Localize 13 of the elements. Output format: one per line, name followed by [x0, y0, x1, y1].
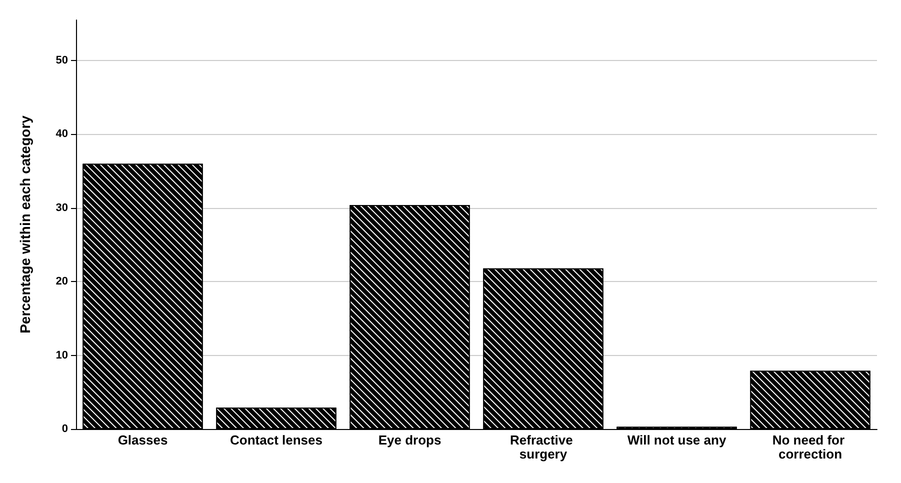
y-axis-title: Percentage within each category — [17, 115, 33, 334]
y-tick-label: 0 — [62, 423, 68, 435]
y-tick-label: 10 — [56, 349, 68, 362]
x-tick-label: Glasses — [118, 432, 168, 448]
x-tick-label: No need for correction — [772, 432, 848, 462]
x-tick-label: Refractive surgery — [510, 432, 576, 462]
x-tick-label: Eye drops — [378, 432, 442, 448]
x-tick-label: Contact lenses — [230, 432, 322, 448]
y-tick-label: 40 — [56, 128, 68, 140]
y-tick-label: 20 — [56, 276, 68, 288]
x-tick-label: Will not use any — [627, 432, 727, 448]
y-tick-label: 50 — [56, 54, 68, 67]
y-tick-label: 30 — [56, 202, 68, 214]
